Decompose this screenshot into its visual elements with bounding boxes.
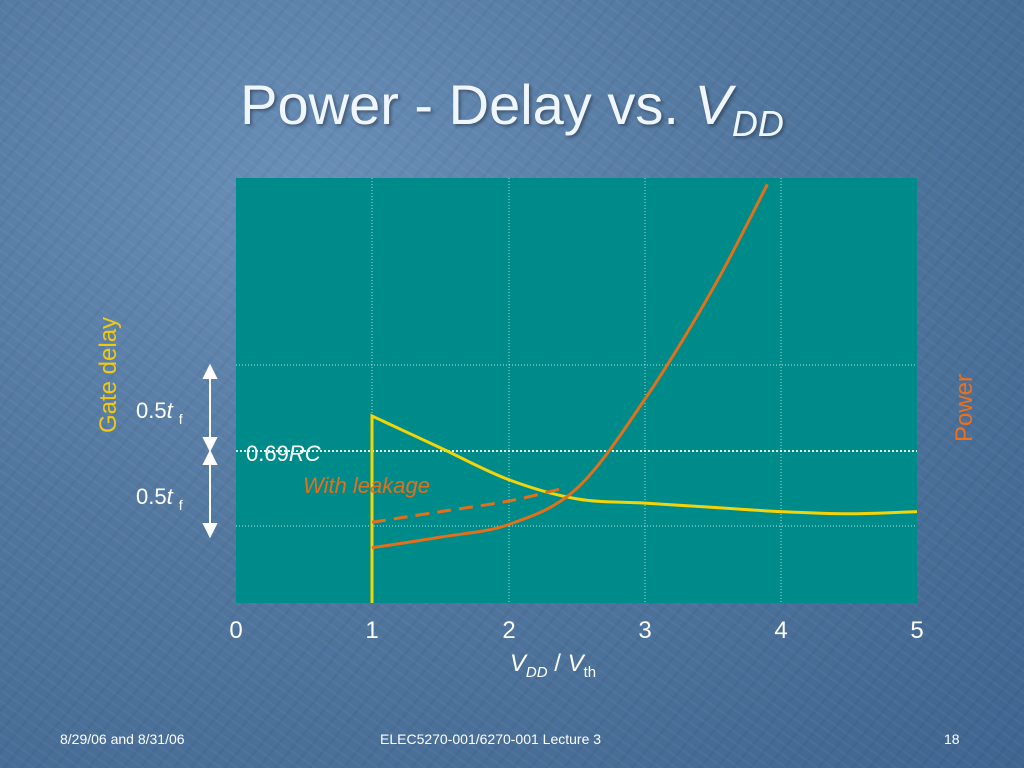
x-tick-label: 1 bbox=[365, 617, 378, 644]
x-tick-label: 0 bbox=[229, 617, 242, 644]
x-tick-label: 5 bbox=[910, 617, 923, 644]
gate-delay-axis-label: Gate delay bbox=[95, 317, 122, 433]
gate-delay-curve bbox=[370, 413, 918, 603]
power-with-leakage-curve bbox=[371, 486, 564, 524]
upper-tf-label: 0.5t f bbox=[136, 398, 183, 427]
title-variable: V bbox=[694, 73, 732, 136]
power-curve bbox=[371, 183, 769, 550]
lower-arrow bbox=[202, 449, 218, 539]
footer-course: ELEC5270-001/6270-001 Lecture 3 bbox=[380, 731, 602, 747]
power-axis-label: Power bbox=[951, 374, 978, 442]
leakage-label: With leakage bbox=[303, 473, 430, 498]
upper-arrow bbox=[202, 363, 218, 453]
x-tick-label: 2 bbox=[502, 617, 515, 644]
rc-label: 0.69RC bbox=[246, 441, 321, 466]
x-tick-label: 3 bbox=[638, 617, 651, 644]
footer-date: 8/29/06 and 8/31/06 bbox=[60, 731, 185, 747]
slide-title: Power - Delay vs. VDD bbox=[0, 72, 1024, 145]
plot-area bbox=[236, 178, 917, 603]
title-main-text: Power - Delay vs. bbox=[240, 73, 679, 136]
footer-page-number: 18 bbox=[944, 731, 960, 747]
x-axis-label: VDD / Vth bbox=[510, 650, 596, 681]
x-tick-label: 4 bbox=[774, 617, 787, 644]
lower-tf-label: 0.5t f bbox=[136, 484, 183, 513]
title-subscript: DD bbox=[731, 103, 784, 144]
